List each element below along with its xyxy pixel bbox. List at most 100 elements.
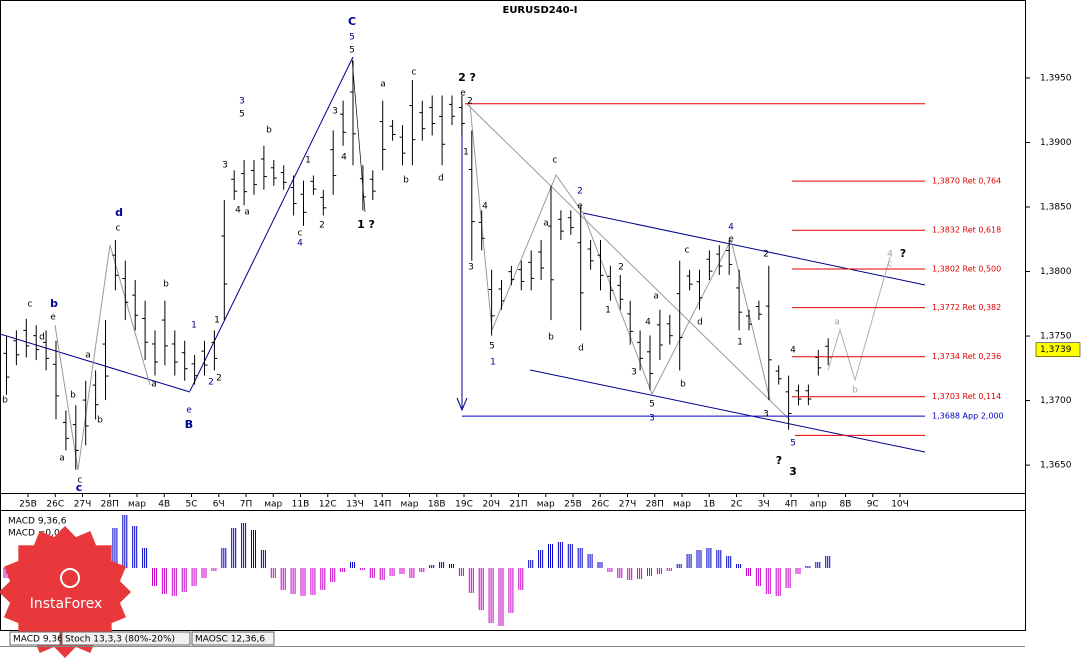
wave-label: 4 <box>235 206 241 216</box>
wave-label: d <box>39 333 45 343</box>
wave-label: c <box>553 156 558 166</box>
x-tick-label: 25В <box>19 500 37 510</box>
wave-label: b <box>163 280 169 290</box>
x-tick-label: мар <box>264 500 282 510</box>
x-tick-label: мар <box>128 500 146 510</box>
wave-label: c <box>888 260 893 270</box>
price-bars <box>3 60 832 470</box>
wave-label: a <box>85 351 91 361</box>
chart-title: EURUSD240-I <box>502 5 577 16</box>
x-tick-label: 5С <box>185 500 197 510</box>
wave-label: 3 <box>763 410 769 420</box>
trend-line <box>466 103 791 421</box>
x-tick-label: 12С <box>319 500 337 510</box>
y-tick-label: 1,3650 <box>1040 461 1072 471</box>
wave-label: B <box>185 418 193 431</box>
x-tick-label: 27Ч <box>619 500 637 510</box>
wave-label: c <box>685 246 690 256</box>
tab-label[interactable]: MACD 9,36,6 <box>13 635 72 645</box>
wave-label: 2 <box>216 374 222 384</box>
wave-label: a <box>380 80 386 90</box>
wave-label: b <box>852 386 858 396</box>
wave-label: a <box>59 454 65 464</box>
level-label: 1,3802 Ret 0,500 <box>932 264 1001 273</box>
logo-text: InstaForex <box>30 596 103 612</box>
tab[interactable] <box>61 631 191 646</box>
wave-label: d <box>438 174 444 184</box>
wave-label: e <box>50 313 56 323</box>
arrow-head <box>456 397 468 412</box>
wave-label: c <box>116 224 121 234</box>
channel-line <box>529 369 926 453</box>
x-tick-label: 26С <box>591 500 609 510</box>
wave-label: 2 <box>763 250 769 260</box>
wave-label: 5 <box>349 46 355 56</box>
tab-label[interactable]: Stoch 13,3,3 (80%-20%) <box>65 635 175 645</box>
wave-label: d <box>697 318 703 328</box>
level-label: 1,3703 Ret 0,114 <box>932 392 1001 401</box>
wave-label: c <box>78 476 83 486</box>
wave-label: ? <box>900 247 906 260</box>
tab[interactable] <box>191 631 275 646</box>
wave-label: c <box>28 300 33 310</box>
x-tick-label: 4В <box>158 500 170 510</box>
wave-label: a <box>151 380 157 390</box>
wave-label: c <box>76 481 83 494</box>
logo-star <box>0 526 131 658</box>
wave-label: 3 <box>789 465 797 478</box>
level-label: 1,3772 Ret 0,382 <box>932 303 1001 312</box>
y-tick-label: 1,3900 <box>1040 138 1072 148</box>
wave-label: d <box>115 206 123 219</box>
macd-value: MACD =0,00 <box>8 529 66 539</box>
x-tick-label: апр <box>810 500 827 510</box>
wave-label: d <box>578 344 584 354</box>
wave-label: c <box>412 68 417 78</box>
wave-label: 5 <box>349 33 355 43</box>
wave-label: 2 <box>577 187 583 197</box>
x-tick-label: 6Ч <box>213 500 225 510</box>
wave-label: 3 <box>649 414 655 424</box>
wave-label: 1 <box>737 338 743 348</box>
wave-label: a <box>834 318 840 328</box>
wave-label: 5 <box>489 342 495 352</box>
wave-label: 2 <box>208 378 214 388</box>
level-label: 1,3870 Ret 0,764 <box>932 177 1001 186</box>
channel-line <box>582 212 926 286</box>
x-tick-label: 28П <box>101 500 119 510</box>
x-tick-label: 8В <box>840 500 852 510</box>
wave-label: 1 <box>305 156 311 166</box>
time-axis: 25В 26С 27Ч 28П мар 4В 5С 6Ч 7П мар 11В 12С 13Ч 14П ма… <box>19 493 909 510</box>
wave-label: b <box>266 126 272 136</box>
x-tick-label: мар <box>400 500 418 510</box>
y-tick-label: 1,3700 <box>1040 396 1072 406</box>
wave-label: b <box>548 333 554 343</box>
forecast-path <box>827 256 891 382</box>
wave-label: b <box>70 391 76 401</box>
price-axis: 1,3650 1,3700 1,3750 1,3800 1,3850 1,3900 1,39… <box>1025 73 1081 471</box>
frame <box>0 0 1026 631</box>
wave-label: 4 <box>790 346 796 356</box>
wave-label: a <box>543 219 549 229</box>
x-tick-label: 18В <box>428 500 446 510</box>
wave-label: 3 <box>239 97 245 107</box>
y-tick-label: 1,3750 <box>1040 332 1072 342</box>
level-label: 1,3832 Ret 0,618 <box>932 226 1001 235</box>
wave-label: 4 <box>887 250 893 260</box>
wave-label: 3 <box>222 161 228 171</box>
tab[interactable] <box>9 631 61 646</box>
tab-label[interactable]: MAOSC 12,36,6 <box>195 635 265 645</box>
wave-label: 4 <box>297 239 303 249</box>
wave-label: 3 <box>332 107 338 117</box>
x-tick-label: 7П <box>240 500 253 510</box>
wave-label: 4 <box>645 318 651 328</box>
x-tick-label: 11В <box>292 500 310 510</box>
wave-label: 1 <box>191 321 197 331</box>
wave-label: b <box>403 176 409 186</box>
x-tick-label: 13Ч <box>346 500 364 510</box>
wave-label: 2 <box>618 263 624 273</box>
x-tick-label: мар <box>537 500 555 510</box>
y-tick-label: 1,3800 <box>1040 267 1072 277</box>
wave-label: 4 <box>482 202 488 212</box>
